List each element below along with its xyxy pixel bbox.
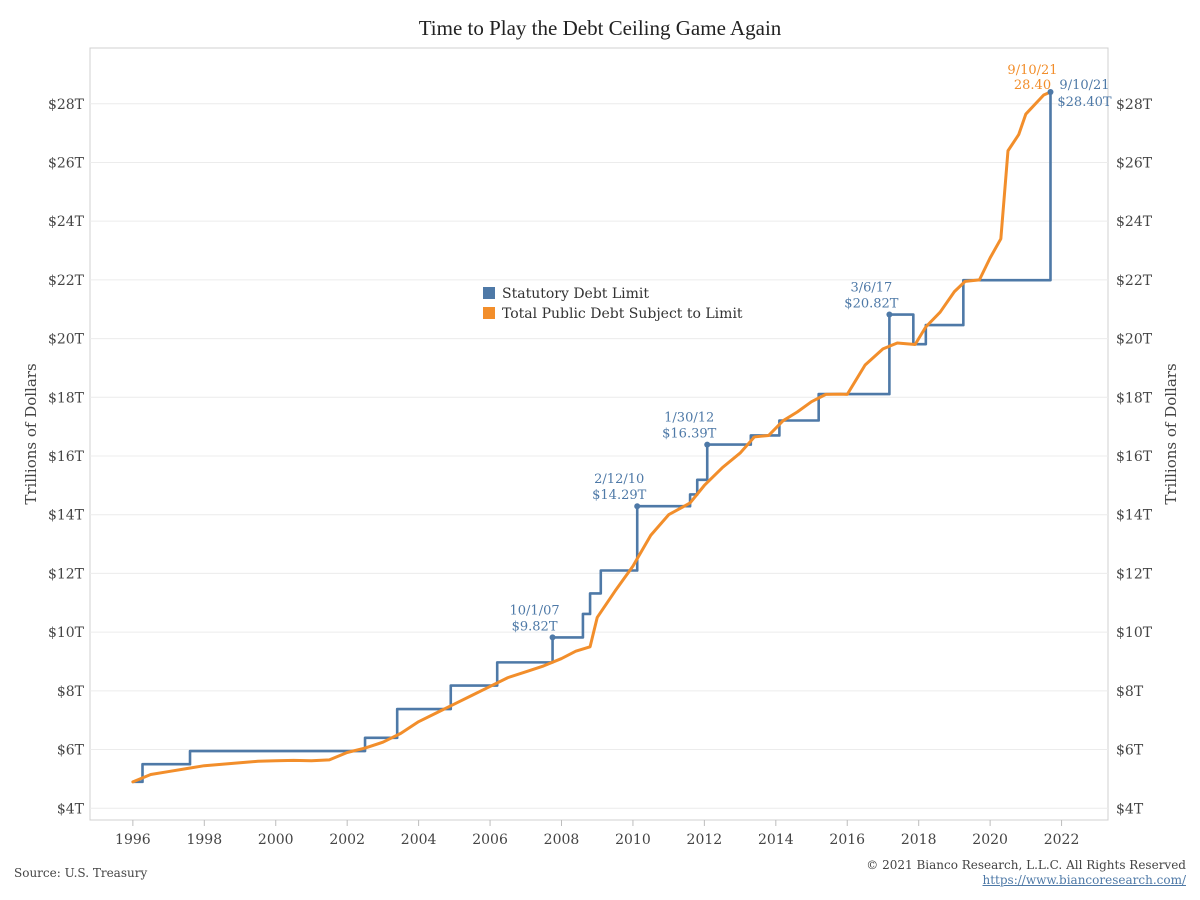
annotation-value: $14.29T	[592, 488, 646, 503]
annotation-date: 9/10/21	[1059, 78, 1109, 93]
y-tick-label-left: $16T	[48, 449, 85, 465]
y-tick-label-left: $6T	[57, 743, 85, 759]
x-tick-label: 2008	[544, 832, 580, 848]
series-line-statutory-debt-limit	[131, 90, 1052, 784]
x-tick-label: 2020	[972, 832, 1008, 848]
y-axis-title-left: Trillions of Dollars	[22, 363, 40, 504]
website-link[interactable]: https://www.biancoresearch.com/	[982, 873, 1186, 887]
y-tick-label-left: $20T	[48, 332, 85, 348]
y-tick-label-right: $20T	[1116, 332, 1153, 348]
annotation-value: $28.40T	[1057, 95, 1111, 110]
annotation-date: 2/12/10	[594, 472, 644, 487]
x-tick-label: 1998	[186, 832, 222, 848]
y-tick-label-right: $18T	[1116, 390, 1153, 406]
legend-swatch	[483, 307, 495, 319]
y-tick-label-left: $18T	[48, 390, 85, 406]
plot-frame	[89, 47, 1109, 821]
y-tick-label-right: $10T	[1116, 625, 1153, 641]
x-tick-label: 2022	[1044, 832, 1080, 848]
series-line-total-public-debt	[131, 90, 1052, 784]
annotation-marker	[704, 441, 711, 448]
y-axis-title-right: Trillions of Dollars	[1162, 363, 1180, 504]
annotation-date: 1/30/12	[664, 411, 714, 426]
annotation-marker	[634, 503, 641, 510]
annotation-date: 10/1/07	[510, 603, 560, 618]
annotation-value: $9.82T	[512, 619, 558, 634]
annotation-value: $20.82T	[844, 297, 898, 312]
y-tick-label-left: $10T	[48, 625, 85, 641]
y-tick-label-left: $12T	[48, 566, 85, 582]
y-tick-label-right: $8T	[1116, 684, 1144, 700]
y-tick-label-left: $22T	[48, 273, 85, 289]
y-tick-label-left: $28T	[48, 97, 85, 113]
y-tick-label-right: $4T	[1116, 801, 1144, 817]
x-tick-label: 2018	[901, 832, 937, 848]
x-tick-label: 2012	[687, 832, 723, 848]
annotation-value: 28.40	[1014, 78, 1051, 93]
y-tick-label-right: $22T	[1116, 273, 1153, 289]
y-tick-label-right: $16T	[1116, 449, 1153, 465]
y-tick-label-right: $28T	[1116, 97, 1153, 113]
annotation-date: 3/6/17	[850, 281, 892, 296]
legend-label: Total Public Debt Subject to Limit	[502, 306, 743, 322]
y-tick-label-left: $26T	[48, 155, 85, 171]
y-tick-label-right: $12T	[1116, 566, 1153, 582]
copyright-notice: © 2021 Bianco Research, L.L.C. All Right…	[866, 858, 1186, 872]
source-note: Source: U.S. Treasury	[14, 866, 148, 880]
y-tick-label-right: $6T	[1116, 743, 1144, 759]
y-tick-label-left: $14T	[48, 508, 85, 524]
y-tick-label-left: $8T	[57, 684, 85, 700]
x-tick-label: 2000	[258, 832, 294, 848]
y-tick-label-left: $4T	[57, 801, 85, 817]
x-tick-label: 2010	[615, 832, 651, 848]
x-tick-label: 2004	[401, 832, 437, 848]
x-tick-label: 1996	[115, 832, 151, 848]
y-tick-label-right: $24T	[1116, 214, 1153, 230]
legend-swatch	[483, 287, 495, 299]
annotation-date: 9/10/21	[1007, 63, 1057, 78]
x-tick-label: 2006	[472, 832, 508, 848]
x-tick-label: 2002	[329, 832, 365, 848]
annotation-value: $16.39T	[662, 427, 716, 442]
annotation-marker	[886, 311, 893, 318]
y-tick-label-right: $14T	[1116, 508, 1153, 524]
legend-label: Statutory Debt Limit	[502, 286, 649, 302]
x-tick-label: 2016	[829, 832, 865, 848]
y-tick-label-right: $26T	[1116, 155, 1153, 171]
chart-title: Time to Play the Debt Ceiling Game Again	[418, 16, 782, 40]
annotation-marker	[1047, 89, 1054, 96]
annotation-marker	[549, 634, 556, 641]
legend: Statutory Debt Limit Total Public Debt Su…	[483, 286, 743, 322]
y-tick-label-left: $24T	[48, 214, 85, 230]
x-tick-label: 2014	[758, 832, 794, 848]
